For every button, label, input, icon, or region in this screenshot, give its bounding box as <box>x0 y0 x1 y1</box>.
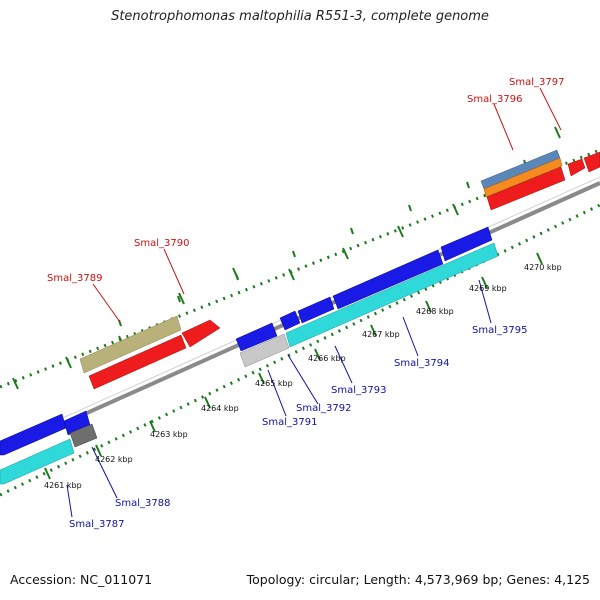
gene-label-smal-3788[interactable]: Smal_3788 <box>115 498 170 509</box>
tick-label-4264: 4264 kbp <box>201 404 239 413</box>
tick-label-4266: 4266 kbp <box>308 354 346 363</box>
gene-smal-3796[interactable] <box>483 157 563 198</box>
gene-label-smal-3790[interactable]: Smal_3790 <box>134 238 189 249</box>
gene-label-smal-3792[interactable]: Smal_3792 <box>296 403 351 414</box>
gene-red-forward-right[interactable] <box>486 166 566 211</box>
gene-label-smal-3787[interactable]: Smal_3787 <box>69 519 124 530</box>
gene-label-smal-3796[interactable]: Smal_3796 <box>467 94 522 105</box>
outer-minor-ticks <box>118 159 527 327</box>
gene-red-arrow-right-1[interactable] <box>567 158 586 177</box>
genome-summary-text: Topology: circular; Length: 4,573,969 bp… <box>246 572 590 587</box>
gene-smal-3792-3795[interactable] <box>285 242 499 348</box>
tick-label-4267: 4267 kbp <box>362 330 400 339</box>
map-title: Stenotrophomonas maltophilia R551-3, com… <box>111 9 489 24</box>
gene-red-arrow-right-2[interactable] <box>583 151 600 173</box>
gene-label-smal-3793[interactable]: Smal_3793 <box>331 385 386 396</box>
tick-label-4269: 4269 kbp <box>469 284 507 293</box>
accession-text: Accession: NC_011071 <box>10 572 153 587</box>
label-leaders <box>66 87 562 518</box>
gene-blue-arrow-3[interactable] <box>297 296 335 324</box>
inner-major-ticks <box>44 252 543 480</box>
forward-strand-features <box>79 149 600 390</box>
tick-label-4262: 4262 kbp <box>95 455 133 464</box>
gene-label-smal-3791[interactable]: Smal_3791 <box>262 417 317 428</box>
gene-smal-3790[interactable] <box>88 334 187 390</box>
gene-smal-3788[interactable] <box>69 423 98 448</box>
tick-label-4270: 4270 kbp <box>524 263 562 272</box>
tick-label-4263: 4263 kbp <box>150 430 188 439</box>
gene-label-smal-3794[interactable]: Smal_3794 <box>394 358 449 369</box>
tick-labels: 4261 kbp 4262 kbp 4263 kbp 4264 kbp 4265… <box>44 263 562 490</box>
gene-blue-right[interactable] <box>440 226 493 262</box>
gene-arrow-red-small[interactable] <box>181 319 221 348</box>
gene-smal-3787[interactable] <box>0 438 75 485</box>
reverse-cyan-features <box>0 242 499 485</box>
gene-label-smal-3789[interactable]: Smal_3789 <box>47 273 102 284</box>
gene-labels: Smal_3787 Smal_3788 Smal_3789 Smal_3790 … <box>47 77 564 530</box>
gene-smal-3791[interactable] <box>239 333 290 368</box>
tick-label-4261: 4261 kbp <box>44 481 82 490</box>
tick-label-4268: 4268 kbp <box>416 307 454 316</box>
gene-smal-3789[interactable] <box>79 315 182 374</box>
gene-label-smal-3797[interactable]: Smal_3797 <box>509 77 564 88</box>
gene-blue-left-1[interactable] <box>0 413 67 456</box>
reverse-blue-features <box>0 226 493 456</box>
gene-blue-arrow-1[interactable] <box>235 322 278 352</box>
tick-label-4265: 4265 kbp <box>255 379 293 388</box>
gene-label-smal-3795[interactable]: Smal_3795 <box>472 325 527 336</box>
gene-blue-arrow-2[interactable] <box>279 310 301 331</box>
gene-blue-long[interactable] <box>332 249 444 310</box>
